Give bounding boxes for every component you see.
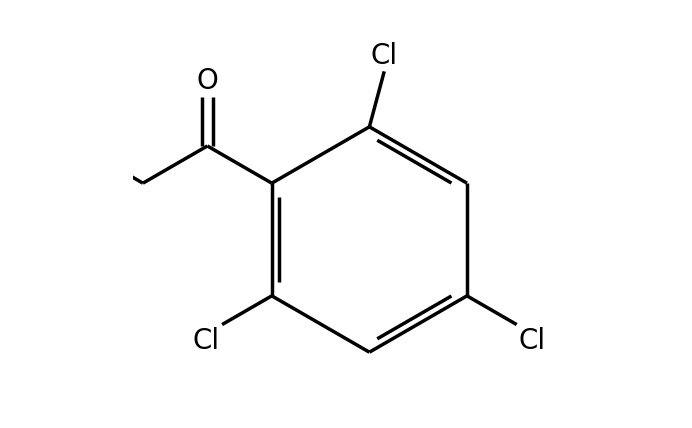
Text: Cl: Cl bbox=[519, 327, 546, 355]
Text: Cl: Cl bbox=[371, 42, 398, 70]
Text: O: O bbox=[197, 67, 218, 95]
Text: Cl: Cl bbox=[193, 327, 220, 355]
